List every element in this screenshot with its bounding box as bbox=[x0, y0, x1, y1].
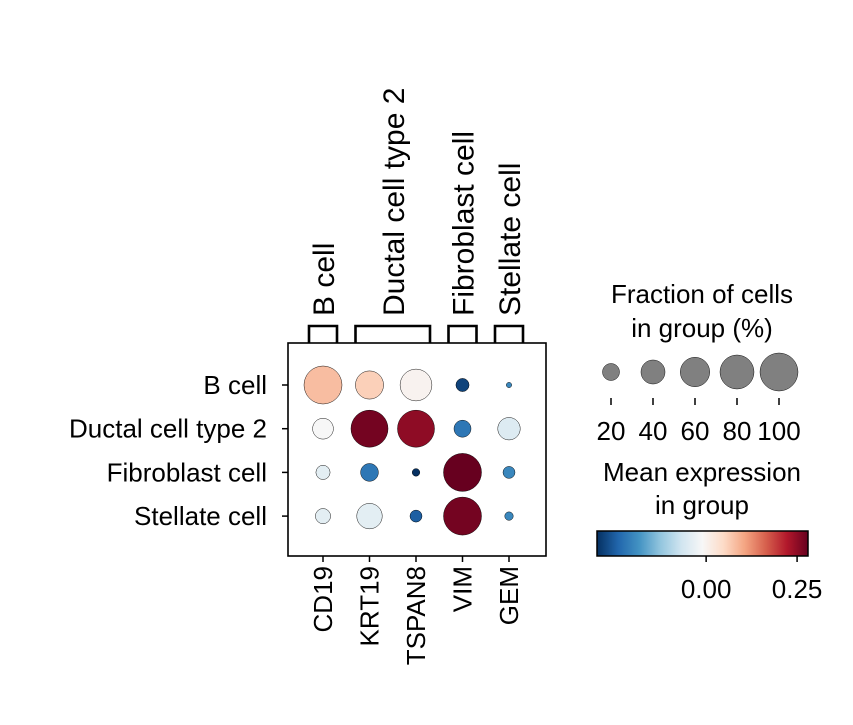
size-legend-title-line2: in group (%) bbox=[631, 313, 773, 343]
plot-area bbox=[287, 342, 547, 557]
dot bbox=[409, 509, 423, 523]
size-legend-dots: 20 40 60 80 100 bbox=[597, 352, 801, 446]
x-tick-label: CD19 bbox=[308, 566, 338, 632]
size-legend-tick-label: 20 bbox=[597, 416, 626, 446]
dot bbox=[411, 468, 421, 477]
size-legend-dot bbox=[680, 357, 710, 387]
x-tick-label: GEM bbox=[494, 566, 524, 625]
size-legend-dot bbox=[640, 359, 666, 385]
group-label: Ductal cell type 2 bbox=[378, 88, 411, 316]
group-bracket bbox=[493, 324, 525, 343]
dot bbox=[443, 453, 482, 492]
x-tick-label: TSPAN8 bbox=[401, 566, 431, 665]
size-legend-tick-label: 80 bbox=[723, 416, 752, 446]
dot bbox=[303, 365, 343, 405]
color-legend-title-line1: Mean expression bbox=[603, 457, 801, 487]
size-legend-title-line1: Fraction of cells bbox=[611, 279, 793, 309]
dot bbox=[315, 465, 331, 480]
dot bbox=[399, 368, 433, 402]
y-tick-label: B cell bbox=[203, 370, 267, 400]
color-legend-title-line2: in group bbox=[655, 490, 749, 520]
y-tick-label: Fibroblast cell bbox=[107, 457, 267, 487]
dot bbox=[360, 463, 379, 482]
dot bbox=[443, 496, 482, 536]
color-legend: Mean expression in group 0.00 0.25 bbox=[596, 457, 823, 604]
colorbar-ticks: 0.00 0.25 bbox=[681, 556, 823, 604]
dot bbox=[356, 503, 383, 530]
x-tick-label: VIM bbox=[448, 566, 478, 612]
dot bbox=[455, 378, 470, 392]
x-tick-marks bbox=[322, 556, 510, 562]
dot bbox=[502, 466, 516, 479]
y-tick-marks bbox=[282, 384, 288, 517]
dot bbox=[397, 409, 435, 448]
group-bracket bbox=[447, 324, 478, 343]
dot bbox=[350, 409, 389, 448]
y-tick-label: Ductal cell type 2 bbox=[69, 414, 267, 444]
y-tick-label: Stellate cell bbox=[134, 501, 267, 531]
dot bbox=[506, 382, 512, 388]
gene-group-brackets: B cell Ductal cell type 2 Fibroblast cell S… bbox=[307, 88, 527, 343]
dot bbox=[315, 508, 331, 524]
size-legend: Fraction of cells in group (%) 20 40 60 80 1… bbox=[597, 279, 801, 446]
y-axis-labels: B cell Ductal cell type 2 Fibroblast cell S… bbox=[69, 370, 267, 531]
size-legend-tick-label: 60 bbox=[681, 416, 710, 446]
size-legend-dot bbox=[759, 352, 799, 392]
group-label: Fibroblast cell bbox=[448, 131, 481, 316]
group-label: Stellate cell bbox=[494, 163, 527, 316]
x-axis-labels: CD19 KRT19 TSPAN8 VIM GEM bbox=[308, 566, 524, 665]
dot-marks bbox=[303, 365, 521, 536]
size-legend-dot bbox=[719, 354, 755, 390]
x-tick-label: KRT19 bbox=[355, 566, 385, 646]
colorbar bbox=[596, 530, 809, 557]
size-legend-dot bbox=[602, 363, 620, 381]
size-legend-tick-label: 40 bbox=[639, 416, 668, 446]
group-bracket bbox=[354, 324, 432, 343]
colorbar-tick-label: 0.25 bbox=[772, 574, 823, 604]
dot bbox=[355, 370, 384, 400]
dot bbox=[497, 417, 521, 441]
group-label: B cell bbox=[308, 243, 341, 316]
colorbar-tick-label: 0.00 bbox=[681, 574, 732, 604]
group-bracket bbox=[307, 324, 339, 343]
dot bbox=[504, 511, 514, 521]
dot bbox=[453, 419, 472, 438]
dot bbox=[312, 418, 334, 440]
size-legend-tick-label: 100 bbox=[757, 416, 800, 446]
